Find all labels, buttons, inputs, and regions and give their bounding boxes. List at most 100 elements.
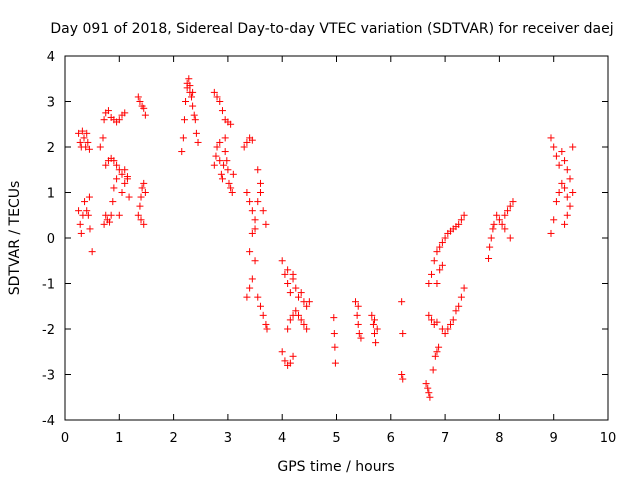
data-point xyxy=(104,107,112,115)
data-point xyxy=(303,325,311,333)
x-tick-label: 0 xyxy=(61,431,69,446)
data-point xyxy=(140,104,148,112)
data-point xyxy=(438,261,446,269)
data-point xyxy=(246,284,254,292)
data-point xyxy=(189,88,197,96)
y-tick-label: -3 xyxy=(42,369,55,384)
data-point xyxy=(213,93,221,101)
x-tick-label: 7 xyxy=(441,431,449,446)
data-point xyxy=(216,157,224,165)
data-point xyxy=(284,325,292,333)
data-point xyxy=(368,311,376,319)
x-axis: 0 1 2 3 4 5 6 7 8 9 10 xyxy=(61,56,616,446)
data-point xyxy=(256,189,264,196)
data-point xyxy=(303,302,311,310)
data-point xyxy=(569,189,577,196)
data-point xyxy=(292,307,300,315)
data-point xyxy=(213,143,221,151)
data-point xyxy=(109,198,117,206)
data-point xyxy=(262,220,270,228)
data-point xyxy=(452,307,460,315)
x-tick-label: 4 xyxy=(278,431,286,446)
data-point xyxy=(433,318,441,326)
data-point xyxy=(115,211,123,219)
data-point xyxy=(256,179,264,187)
data-point xyxy=(357,334,365,342)
data-point xyxy=(251,225,259,233)
data-point xyxy=(433,248,441,256)
data-point xyxy=(455,220,463,228)
data-point xyxy=(216,138,224,146)
data-point xyxy=(251,216,259,224)
data-point xyxy=(248,207,256,215)
x-tick-label: 5 xyxy=(332,431,340,446)
data-point xyxy=(444,325,452,333)
data-point xyxy=(485,254,493,262)
x-tick-label: 1 xyxy=(115,431,123,446)
data-point xyxy=(430,257,438,265)
data-point xyxy=(297,316,305,324)
data-point xyxy=(251,257,259,265)
data-point xyxy=(100,220,108,228)
data-point xyxy=(501,211,509,219)
x-tick-label: 9 xyxy=(550,431,558,446)
data-point xyxy=(286,359,294,367)
data-point xyxy=(83,207,91,215)
data-point xyxy=(248,229,256,237)
data-point xyxy=(125,193,133,201)
data-point xyxy=(435,343,443,351)
data-point xyxy=(225,179,233,187)
data-point xyxy=(547,229,555,237)
data-point xyxy=(352,298,360,306)
data-point xyxy=(330,314,338,322)
data-point xyxy=(372,339,380,347)
data-point xyxy=(354,320,362,328)
data-point xyxy=(281,270,289,278)
data-point xyxy=(84,138,92,146)
data-point xyxy=(431,352,439,360)
data-point xyxy=(80,134,88,142)
data-point xyxy=(82,143,90,151)
data-point xyxy=(121,166,129,174)
data-point xyxy=(191,116,199,124)
data-point xyxy=(495,216,503,224)
data-point xyxy=(227,184,235,192)
data-point xyxy=(263,325,271,333)
data-point xyxy=(426,393,434,401)
data-point xyxy=(460,211,468,219)
data-point xyxy=(228,189,236,196)
data-point xyxy=(561,220,569,228)
data-point xyxy=(229,170,237,178)
data-point xyxy=(422,380,430,388)
data-point xyxy=(259,311,267,319)
data-point xyxy=(428,316,436,324)
data-point xyxy=(134,211,142,219)
data-point xyxy=(399,375,407,383)
data-point xyxy=(563,193,571,201)
data-point xyxy=(289,352,297,360)
data-point xyxy=(294,293,302,301)
data-point xyxy=(369,320,377,328)
data-point xyxy=(460,284,468,292)
x-tick-label: 6 xyxy=(387,431,395,446)
x-tick-label: 8 xyxy=(495,431,503,446)
data-point xyxy=(566,202,574,210)
data-point xyxy=(489,225,497,233)
x-tick-label: 2 xyxy=(169,431,177,446)
data-point xyxy=(221,148,229,156)
data-point xyxy=(186,82,194,90)
data-point xyxy=(118,189,126,196)
data-point xyxy=(178,148,186,156)
data-point xyxy=(398,371,406,378)
data-point xyxy=(212,152,220,160)
data-point xyxy=(436,243,444,251)
data-point xyxy=(137,193,145,201)
data-point xyxy=(441,330,449,338)
data-point xyxy=(286,316,294,324)
chart-title: Day 091 of 2018, Sidereal Day-to-day VTE… xyxy=(50,21,613,37)
data-points xyxy=(75,75,577,401)
data-point xyxy=(113,161,121,169)
data-point xyxy=(438,239,446,247)
data-point xyxy=(216,98,224,105)
data-point xyxy=(100,116,108,124)
